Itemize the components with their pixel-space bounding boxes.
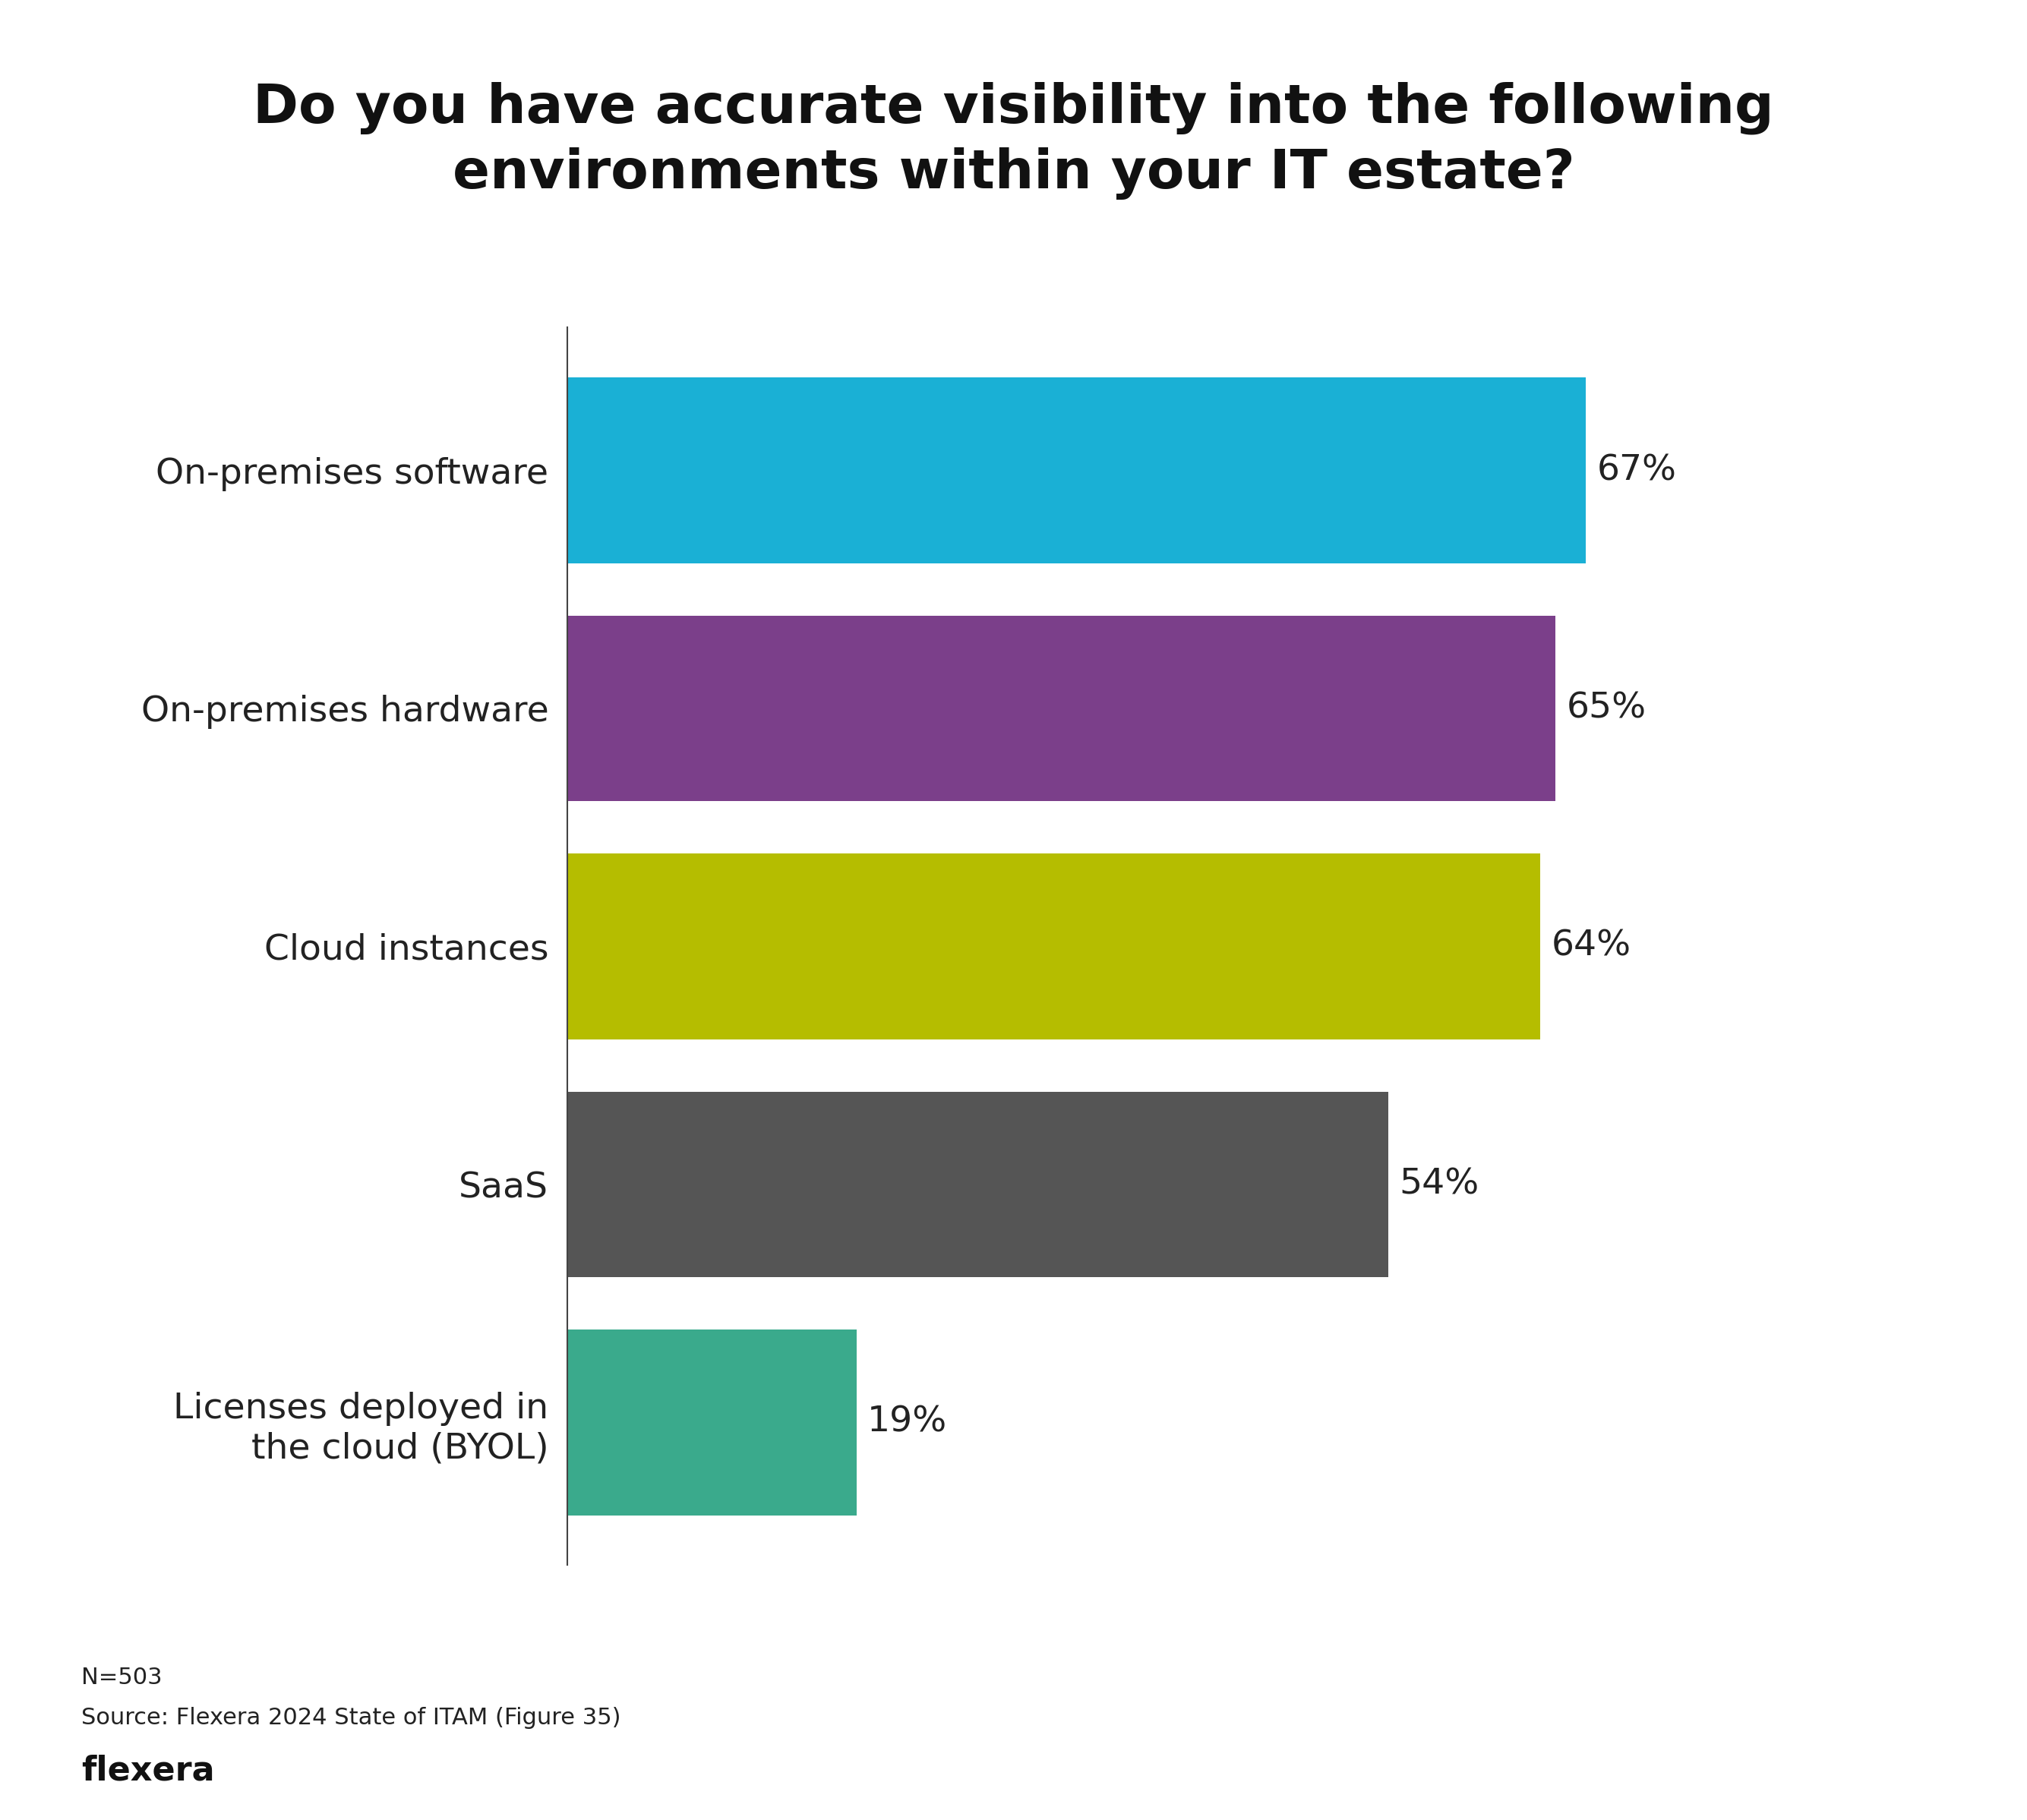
Text: 19%: 19% <box>868 1405 947 1440</box>
Text: Source: Flexera 2024 State of ITAM (Figure 35): Source: Flexera 2024 State of ITAM (Figu… <box>81 1707 620 1729</box>
Text: 67%: 67% <box>1597 453 1676 488</box>
Text: 64%: 64% <box>1551 930 1632 963</box>
Bar <box>568 854 1541 1039</box>
Text: Do you have accurate visibility into the following
environments within your IT e: Do you have accurate visibility into the… <box>253 82 1774 200</box>
Bar <box>568 1330 857 1516</box>
Text: 54%: 54% <box>1399 1167 1480 1201</box>
Bar <box>568 615 1557 801</box>
Text: N=503: N=503 <box>81 1667 162 1689</box>
Bar <box>568 377 1585 562</box>
Text: 65%: 65% <box>1567 692 1646 726</box>
Bar <box>568 1092 1388 1278</box>
Text: flexera: flexera <box>81 1754 215 1787</box>
